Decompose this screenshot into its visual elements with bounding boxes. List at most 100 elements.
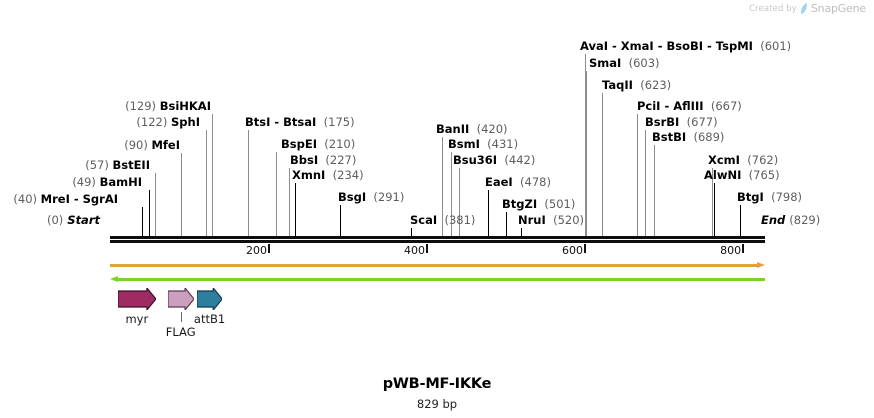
restriction-site-position: (601) [752,39,792,53]
leader-line [586,71,588,236]
ruler-tick [268,244,271,253]
restriction-site-position: (57) [85,158,113,172]
leader-line [339,205,341,236]
leader-line [712,168,714,236]
restriction-site-label: BtgI (798) [737,190,803,204]
restriction-site-position: (431) [479,137,519,151]
restriction-site-label: TaqII (623) [602,78,672,92]
ruler-tick [426,244,429,253]
track-shaft [117,278,765,281]
restriction-site-position: (291) [366,190,405,204]
restriction-site-position: (765) [741,168,780,182]
restriction-site-position: (90) [124,138,152,152]
restriction-site-label: BbsI (227) [290,153,357,167]
restriction-site-name: EaeI [485,175,513,189]
restriction-site-name: BtsI - BtsaI [245,115,317,129]
restriction-site-label: BstBI (689) [652,130,724,144]
restriction-site-label: BsgI (291) [338,190,405,204]
ruler-tick-label: 600 [562,244,584,257]
end-position: (829) [789,213,821,227]
end-text: End [761,213,786,227]
restriction-site-label: SmaI (603) [589,57,660,70]
restriction-site-label: (129) BsiHKAI [125,99,211,113]
leader-line [248,130,250,236]
restriction-site-position: (798) [763,190,803,204]
restriction-site-name: AvaI - XmaI - BsoBI - TspMI [580,39,753,53]
page-title: pWB-MF-IKKe [382,376,492,392]
restriction-site-position: (49) [72,175,100,189]
restriction-site-name: BbsI [290,153,319,167]
snapgene-leaf-icon [800,2,807,14]
snapgene-watermark: Created by SnapGene [749,2,866,15]
restriction-site-label: AlwNI (765) [704,168,780,182]
leader-line [206,130,208,236]
restriction-site-label: AvaI - XmaI - BsoBI - TspMI (601) [580,39,792,53]
restriction-site-label: NruI (520) [518,213,584,227]
restriction-site-position: (175) [316,115,355,129]
restriction-site-name: BamHI [99,175,142,189]
leader-line [644,130,646,236]
restriction-site-position: (227) [318,153,357,167]
restriction-site-position: (381) [437,213,476,227]
feature-arrow[interactable] [117,288,156,310]
restriction-site-position: (234) [325,168,364,182]
restriction-site-name: Bsu36I [453,153,498,167]
leader-line [459,168,461,236]
restriction-site-name: BsrBI [645,115,680,129]
ruler-tick-label: 200 [246,244,268,257]
page-subtitle: 829 bp [416,397,458,411]
leader-line [584,54,586,236]
leader-line [520,228,522,236]
restriction-site-name: BsgI [338,190,367,204]
restriction-site-position: (122) [136,115,172,129]
leader-line [148,190,150,236]
restriction-site-name: XmnI [292,168,326,182]
restriction-site-position: (520) [545,213,584,227]
restriction-site-label: BsrBI (677) [645,115,718,129]
leader-line [211,114,213,236]
restriction-site-position: (129) [125,99,160,113]
restriction-site-label: BanII (420) [436,122,508,136]
watermark-brand: SnapGene [810,2,866,15]
forward-track [110,262,765,269]
restriction-site-position: (762) [739,153,779,167]
restriction-site-name: AlwNI [704,168,742,182]
restriction-site-name: BsiHKAI [159,99,211,113]
restriction-site-label: XcmI (762) [708,153,779,167]
restriction-site-name: TaqII [602,78,633,92]
ruler-tick-label: 800 [720,244,742,257]
restriction-site-name: NruI [518,213,546,227]
leader-line [294,183,296,236]
start-text: Start [67,213,100,227]
backbone-strand-bottom [110,240,765,243]
restriction-site-name: BstBI [652,130,687,144]
restriction-site-position: (442) [497,153,536,167]
leader-line [141,207,143,236]
ruler-tick [742,244,745,253]
restriction-site-label: BspEI (210) [281,137,355,151]
restriction-site-position: (623) [632,78,672,92]
feature-label: FLAG [165,325,196,339]
feature-arrow[interactable] [167,288,194,310]
restriction-site-label: (49) BamHI [72,175,142,189]
restriction-site-position: (478) [512,175,551,189]
feature-arrow[interactable] [196,288,223,310]
restriction-site-label: (122) SphI [136,115,200,129]
restriction-site-name: BtgZI [502,197,538,211]
restriction-site-name: BanII [436,122,470,136]
restriction-site-name: BspEI [281,137,317,151]
leader-line [155,173,157,236]
restriction-site-label: BtgZI (501) [502,197,575,211]
end-label: End (829) [761,213,821,227]
restriction-site-name: BstEII [112,158,150,172]
track-arrowhead [110,276,118,282]
restriction-site-name: BtgI [737,190,764,204]
leader-line [740,205,742,236]
restriction-site-label: XmnI (234) [292,168,364,182]
leader-line [441,137,443,236]
restriction-site-label: EaeI (478) [485,175,551,189]
restriction-site-position: (677) [679,115,718,129]
start-label: (0) Start [47,213,100,227]
leader-line [714,183,716,236]
